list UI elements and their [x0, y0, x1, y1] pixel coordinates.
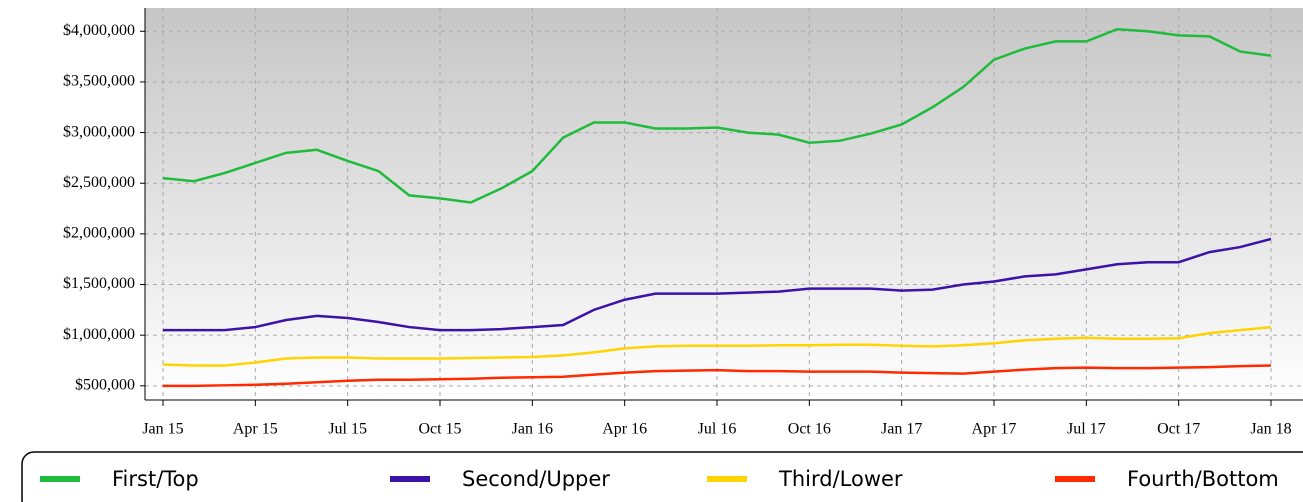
legend-label: First/Top [112, 467, 199, 491]
series-line [162, 28, 1272, 204]
y-tick-label: $1,500,000 [63, 275, 135, 292]
y-tick-label: $2,500,000 [63, 174, 135, 191]
x-tick-label: Jul 17 [1067, 421, 1106, 438]
x-tick-label: Oct 15 [418, 421, 461, 438]
legend-box [21, 451, 1303, 502]
y-tick-label: $2,000,000 [63, 225, 135, 242]
y-tick-label: $3,500,000 [63, 73, 135, 90]
series-line [163, 237, 1272, 332]
x-tick-label: Jan 18 [1250, 421, 1291, 438]
x-tick-label: Jul 16 [698, 421, 737, 438]
x-tick-label: Apr 17 [972, 421, 1017, 438]
y-tick-label: $3,000,000 [63, 123, 135, 140]
plot-area [145, 8, 1303, 400]
x-tick-label: Oct 16 [788, 421, 831, 438]
legend-swatch [40, 476, 80, 482]
x-tick-label: Apr 15 [233, 421, 278, 438]
series-line [163, 364, 1272, 388]
legend-label: Fourth/Bottom [1127, 467, 1279, 491]
legend-swatch [390, 476, 430, 482]
legend-label: Third/Lower [778, 467, 903, 491]
series-line [162, 325, 1272, 367]
y-tick-label: $4,000,000 [63, 22, 135, 39]
x-tick-label: Oct 17 [1157, 421, 1200, 438]
x-tick-label: Jan 15 [142, 421, 183, 438]
legend-label: Second/Upper [462, 467, 610, 491]
x-tick-label: Jan 17 [881, 421, 922, 438]
y-tick-label: $500,000 [75, 376, 135, 393]
legend-swatch [707, 476, 747, 482]
x-tick-label: Jan 16 [512, 421, 553, 438]
y-tick-label: $1,000,000 [63, 326, 135, 343]
x-tick-label: Apr 16 [602, 421, 647, 438]
x-tick-label: Jul 15 [328, 421, 367, 438]
legend-swatch [1055, 476, 1095, 482]
